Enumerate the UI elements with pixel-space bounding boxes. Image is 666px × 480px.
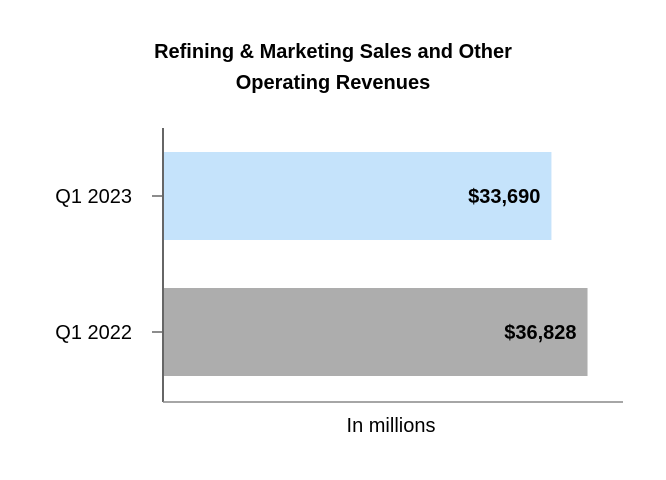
x-axis-label: In millions (347, 415, 436, 437)
chart-title-line-1: Refining & Marketing Sales and Other (154, 41, 512, 63)
data-label-q1-2023: $33,690 (468, 186, 540, 208)
data-label-q1-2022: $36,828 (504, 322, 576, 344)
chart-title-line-2: Operating Revenues (236, 72, 431, 94)
bar-q1-2023 (164, 152, 552, 240)
y-tick-label-q1-2022: Q1 2022 (55, 322, 132, 344)
y-tick-label-q1-2023: Q1 2023 (55, 186, 132, 208)
bar-q1-2022 (164, 288, 588, 376)
bars-layer: Q1 2023 $33,690 Q1 2022 $36,828 (55, 152, 588, 376)
